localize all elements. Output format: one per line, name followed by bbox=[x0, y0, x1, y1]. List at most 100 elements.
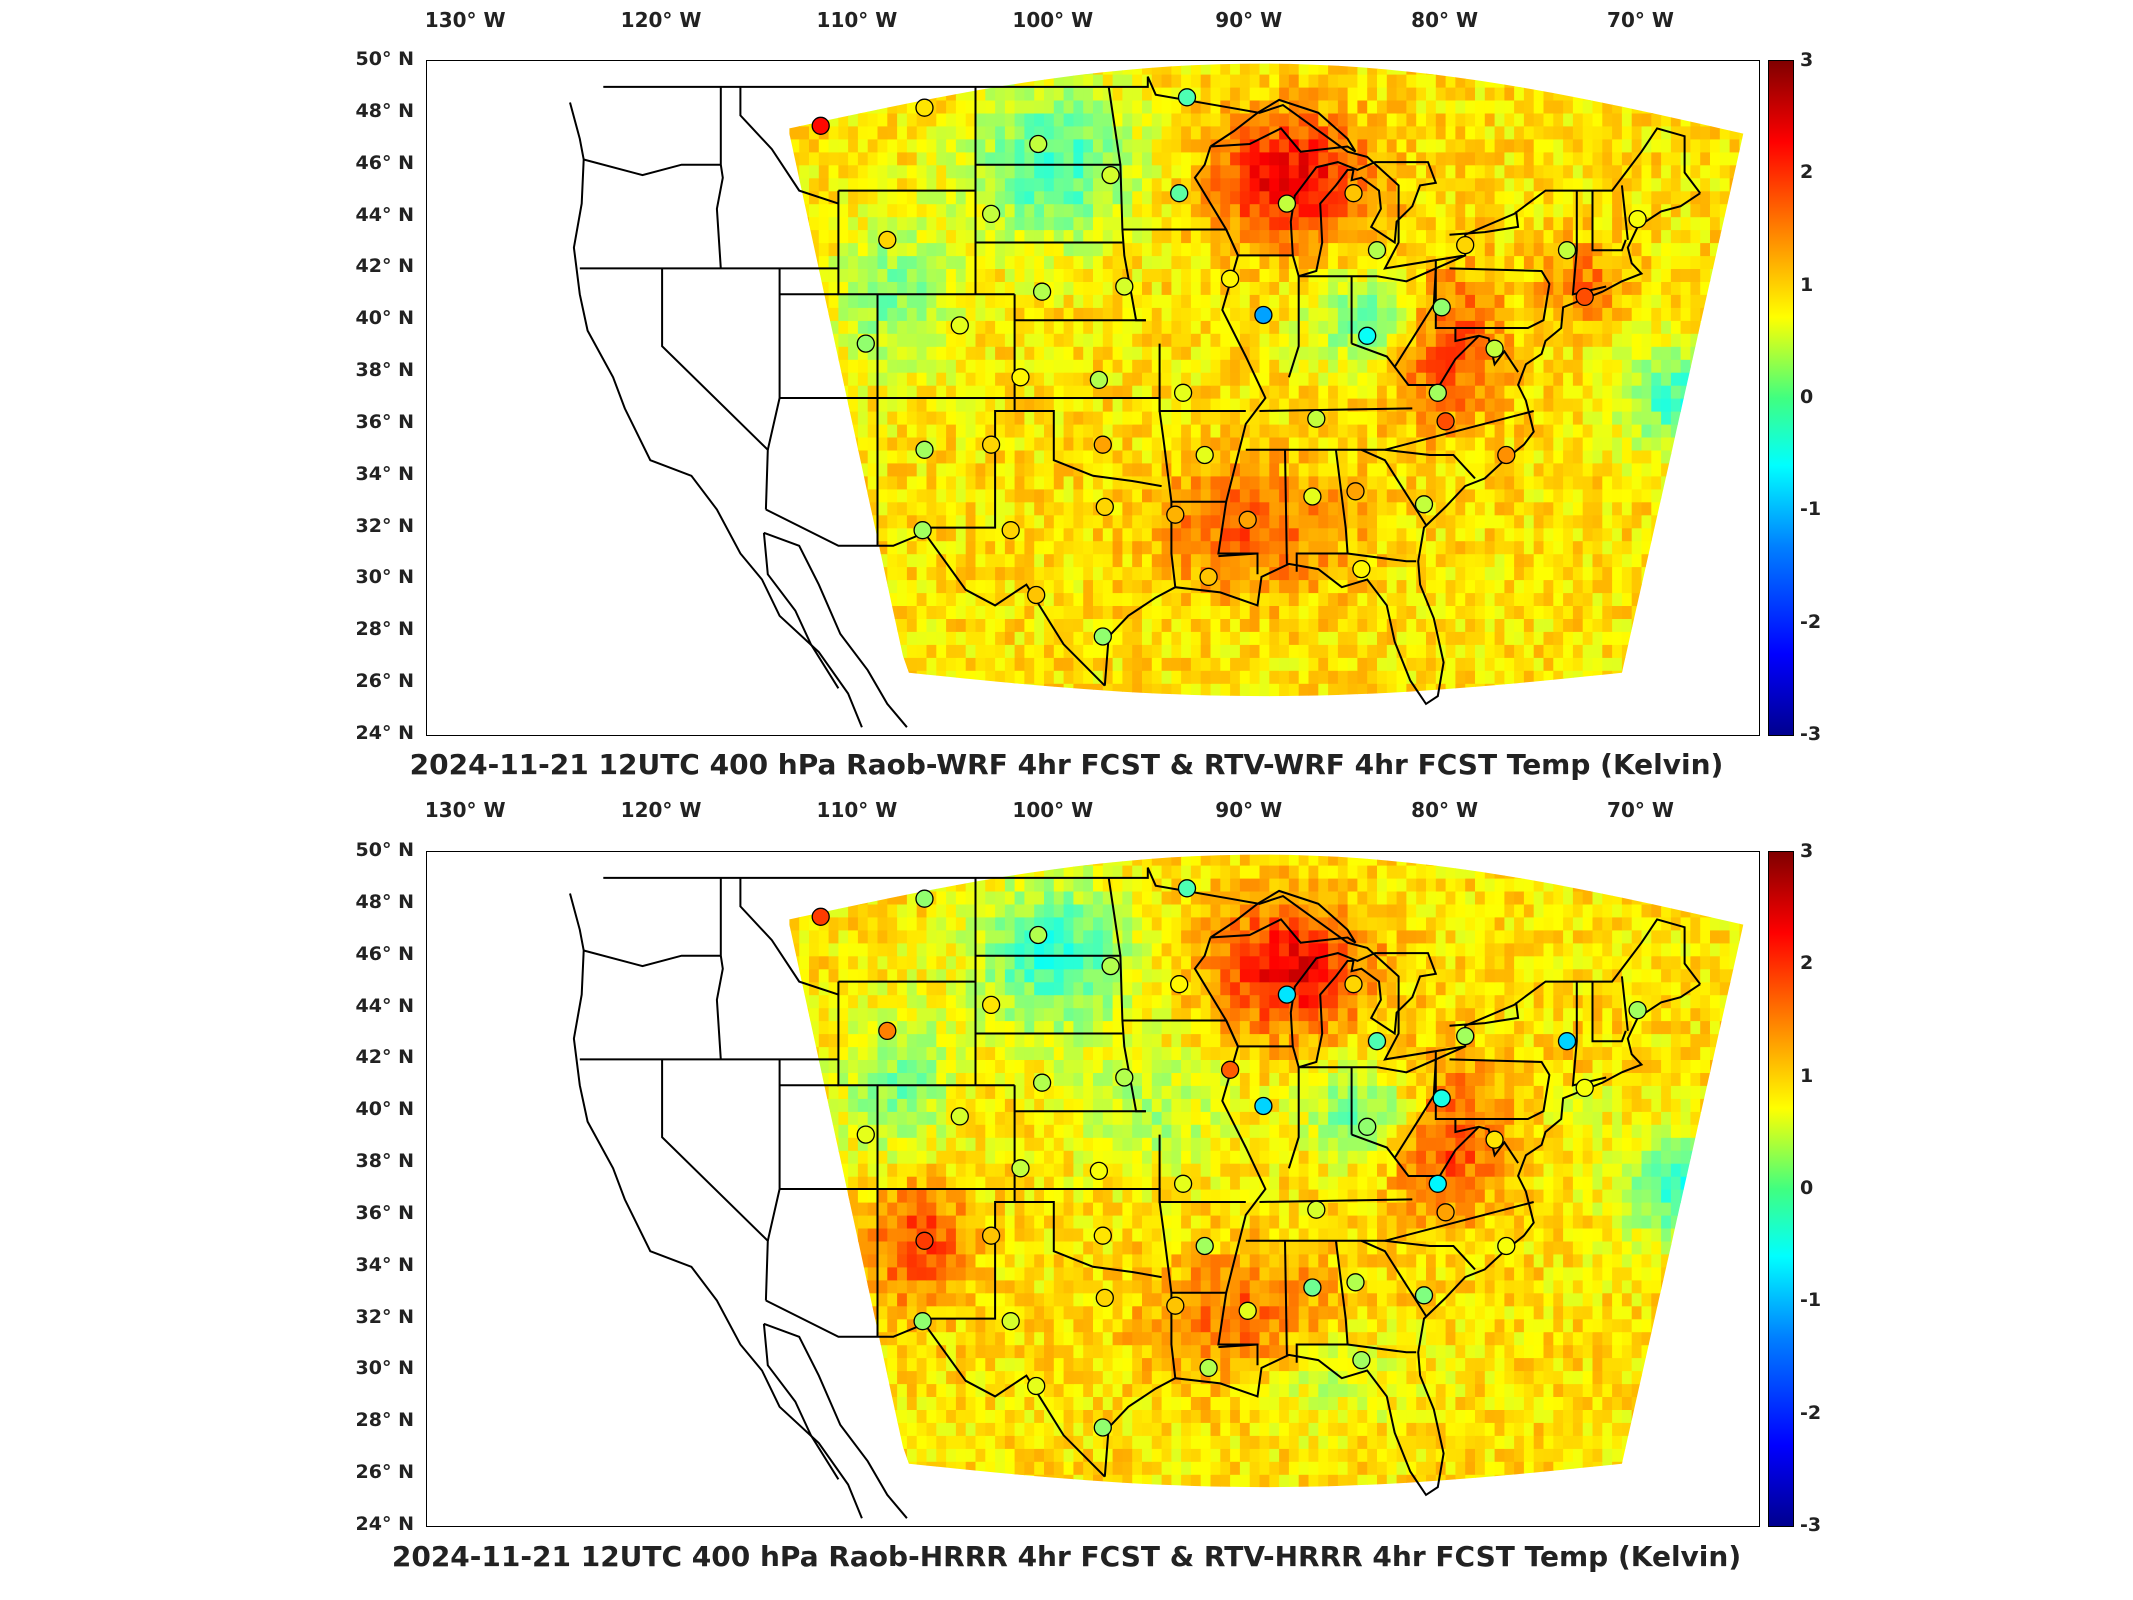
lat-tick-label: 36° N bbox=[355, 410, 414, 433]
raob-station-marker bbox=[1001, 1312, 1020, 1331]
lon-tick-label: 90° W bbox=[1215, 8, 1283, 32]
map-frame[interactable] bbox=[426, 60, 1760, 736]
temperature-difference-field bbox=[789, 63, 1744, 697]
lat-tick-label: 24° N bbox=[355, 722, 414, 744]
raob-station-marker bbox=[1029, 925, 1048, 945]
raob-station-marker bbox=[1358, 1117, 1377, 1136]
raob-station-marker bbox=[1093, 627, 1112, 646]
raob-station-marker bbox=[981, 995, 1001, 1015]
lat-tick-label: 34° N bbox=[355, 1253, 414, 1276]
raob-station-marker bbox=[1346, 1273, 1365, 1292]
map-canvas bbox=[569, 854, 1744, 1519]
raob-station-marker bbox=[950, 316, 969, 335]
lat-tick-label: 48° N bbox=[355, 99, 414, 122]
raob-station-marker bbox=[856, 1125, 875, 1144]
lon-tick-label: 80° W bbox=[1411, 8, 1479, 32]
raob-station-marker bbox=[1485, 1130, 1504, 1149]
raob-station-marker bbox=[1101, 165, 1120, 185]
temperature-difference-field bbox=[789, 854, 1744, 1488]
lat-tick-label: 48° N bbox=[355, 890, 414, 913]
lat-tick-label: 32° N bbox=[355, 514, 414, 537]
raob-station-marker bbox=[981, 435, 1001, 454]
raob-station-marker bbox=[1358, 326, 1377, 345]
lon-tick-label: 70° W bbox=[1607, 798, 1674, 822]
lat-tick-label: 40° N bbox=[355, 1098, 414, 1121]
lat-tick-label: 40° N bbox=[355, 307, 414, 330]
raob-station-marker bbox=[1093, 1418, 1112, 1437]
raob-station-marker bbox=[1277, 194, 1297, 213]
raob-station-marker bbox=[1220, 269, 1240, 288]
raob-station-marker bbox=[1432, 298, 1451, 317]
raob-station-marker bbox=[1352, 559, 1371, 579]
lat-tick-label: 26° N bbox=[355, 1461, 414, 1484]
colorbar-tick-label: 1 bbox=[1800, 1064, 1814, 1087]
raob-station-marker bbox=[1307, 409, 1326, 428]
raob-station-marker bbox=[1485, 339, 1504, 358]
raob-station-marker bbox=[856, 334, 875, 353]
colorbar-tick-label: -3 bbox=[1800, 1514, 1822, 1536]
raob-station-marker bbox=[1436, 1203, 1455, 1222]
raob-station-marker bbox=[1089, 1161, 1109, 1181]
raob-station-marker bbox=[913, 1312, 932, 1331]
raob-station-marker bbox=[1497, 445, 1516, 465]
panel-title: 2024-11-21 12UTC 400 hPa Raob-HRRR 4hr F… bbox=[391, 1540, 1742, 1573]
lat-tick-label: 28° N bbox=[355, 1409, 414, 1432]
map-frame[interactable] bbox=[426, 851, 1760, 1527]
raob-station-marker bbox=[1456, 1026, 1475, 1046]
raob-station-marker bbox=[1367, 1032, 1387, 1051]
raob-station-marker bbox=[950, 1107, 969, 1126]
colorbar-tick-label: 0 bbox=[1800, 1177, 1814, 1199]
raob-station-marker bbox=[1011, 368, 1030, 387]
raob-station-marker bbox=[1095, 497, 1114, 517]
raob-station-marker bbox=[1346, 482, 1365, 501]
raob-station-marker bbox=[915, 1231, 934, 1250]
raob-station-marker bbox=[1001, 521, 1020, 540]
raob-station-marker bbox=[1414, 495, 1434, 514]
raob-station-marker bbox=[915, 98, 934, 117]
lon-tick-label: 130° W bbox=[424, 798, 506, 822]
raob-station-marker bbox=[1220, 1060, 1240, 1079]
lon-tick-label: 100° W bbox=[1012, 8, 1094, 32]
raob-station-marker bbox=[1032, 1073, 1052, 1092]
raob-station-marker bbox=[1628, 209, 1647, 229]
raob-station-marker bbox=[1093, 1226, 1112, 1245]
lat-tick-label: 46° N bbox=[355, 151, 414, 174]
colorbar-tick-label: 2 bbox=[1800, 161, 1814, 184]
raob-station-marker bbox=[981, 204, 1001, 224]
raob-station-marker bbox=[1557, 241, 1577, 260]
raob-station-marker bbox=[1166, 505, 1185, 524]
raob-station-marker bbox=[1575, 1078, 1594, 1098]
colorbar-tick-label: 0 bbox=[1800, 386, 1814, 408]
raob-station-marker bbox=[1428, 1174, 1447, 1193]
raob-station-marker bbox=[1238, 510, 1257, 529]
raob-station-marker bbox=[1173, 1174, 1193, 1193]
raob-station-marker bbox=[1254, 305, 1273, 325]
raob-station-marker bbox=[1177, 879, 1197, 898]
raob-station-marker bbox=[1557, 1032, 1577, 1051]
colorbar bbox=[1768, 851, 1794, 1527]
lat-tick-label: 26° N bbox=[355, 670, 414, 693]
lon-tick-label: 120° W bbox=[620, 8, 702, 32]
raob-station-marker bbox=[811, 907, 830, 926]
raob-station-marker bbox=[1093, 435, 1112, 454]
colorbar-tick-label: -1 bbox=[1800, 498, 1822, 521]
colorbar-tick-label: -2 bbox=[1800, 610, 1822, 633]
lat-tick-label: 38° N bbox=[355, 359, 414, 382]
raob-station-marker bbox=[1199, 567, 1218, 587]
lon-tick-label: 110° W bbox=[816, 8, 898, 32]
raob-station-marker bbox=[1428, 383, 1447, 402]
lat-tick-label: 28° N bbox=[355, 618, 414, 641]
lon-tick-label: 110° W bbox=[816, 798, 898, 822]
raob-station-marker bbox=[1497, 1236, 1516, 1256]
raob-station-marker bbox=[1170, 184, 1189, 203]
colorbar-tick-label: -1 bbox=[1800, 1289, 1822, 1312]
raob-station-marker bbox=[1456, 235, 1475, 255]
state-boundaries bbox=[569, 867, 1701, 1519]
raob-station-marker bbox=[1032, 282, 1052, 301]
colorbar-tick-label: -2 bbox=[1800, 1401, 1822, 1424]
raob-stations bbox=[811, 879, 1647, 1437]
raob-station-marker bbox=[981, 1226, 1001, 1245]
raob-station-marker bbox=[1414, 1286, 1434, 1305]
raob-stations bbox=[811, 88, 1647, 646]
panel-title: 2024-11-21 12UTC 400 hPa Raob-WRF 4hr FC… bbox=[409, 748, 1724, 781]
